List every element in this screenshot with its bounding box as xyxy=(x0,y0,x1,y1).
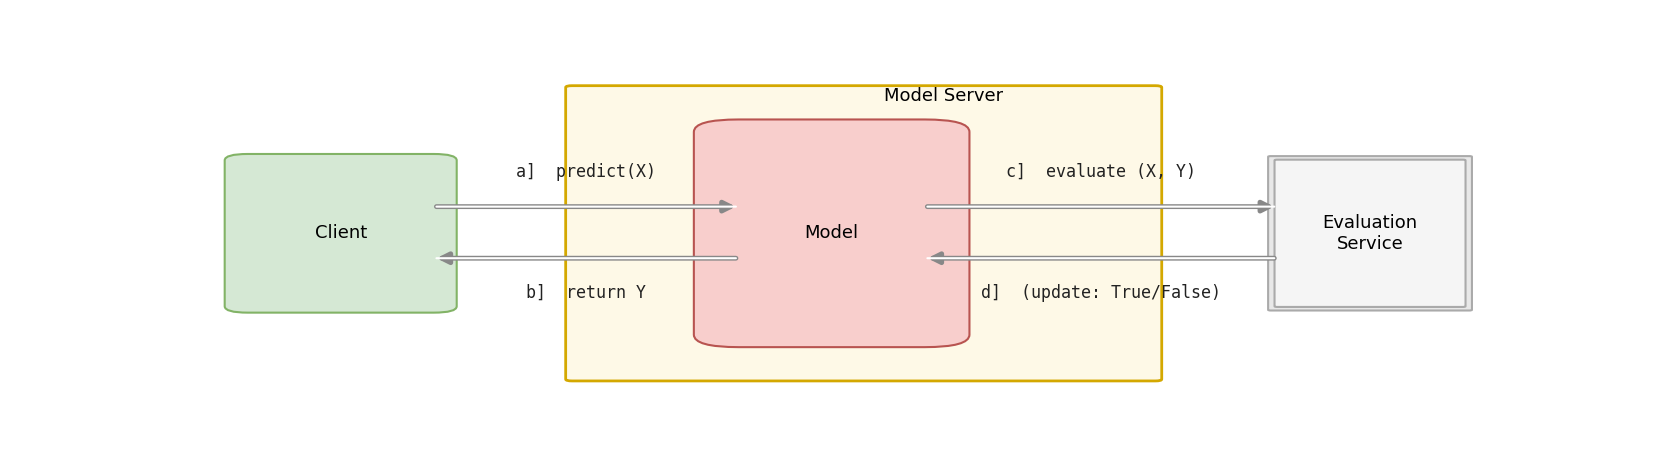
FancyBboxPatch shape xyxy=(1275,160,1465,307)
Text: a]  predict(X): a] predict(X) xyxy=(516,163,657,181)
Text: c]  evaluate (X, Y): c] evaluate (X, Y) xyxy=(1006,163,1196,181)
Text: b]  return Y: b] return Y xyxy=(526,284,647,302)
FancyBboxPatch shape xyxy=(1269,156,1472,310)
Text: Model: Model xyxy=(804,225,858,242)
FancyBboxPatch shape xyxy=(225,154,457,313)
Text: Model Server: Model Server xyxy=(885,87,1004,105)
FancyBboxPatch shape xyxy=(566,85,1161,381)
Text: Client: Client xyxy=(314,225,367,242)
Text: Evaluation
Service: Evaluation Service xyxy=(1323,214,1417,253)
Text: d]  (update: True/False): d] (update: True/False) xyxy=(981,284,1221,302)
FancyBboxPatch shape xyxy=(695,120,969,347)
